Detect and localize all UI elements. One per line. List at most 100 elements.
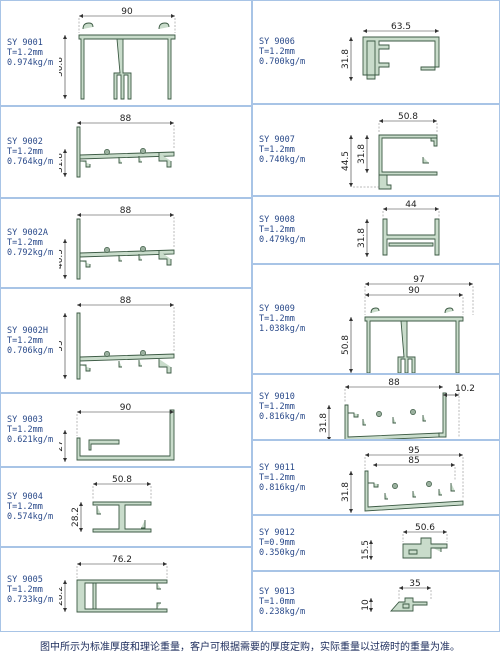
profile-weight: 0.740kg/m	[259, 155, 306, 165]
profile-thickness: T=1.2mm	[7, 238, 43, 248]
profile-weight: 0.621kg/m	[7, 435, 54, 445]
profile-cross-section-drawing: 88 55	[59, 296, 175, 380]
dimension-arrow	[63, 430, 67, 462]
dimension-arrow	[369, 598, 373, 612]
profile-spec-label: SY 9013 T=1.0mm 0.238kg/m	[259, 587, 313, 617]
profile-cross-section-drawing: 35 10	[361, 579, 432, 612]
profile-weight: 0.816kg/m	[259, 482, 306, 493]
dim-height: 27	[59, 440, 65, 451]
profile-spec-label: SY 9001 T=1.2mm 0.974kg/m	[7, 38, 59, 68]
profile-section-shape	[402, 537, 448, 559]
dim-width: 90	[121, 7, 133, 17]
profile-cell: SY 9012 T=0.9mm 0.350kg/m 50.6 15.5	[252, 515, 500, 571]
profile-spec-label: SY 9007 T=1.2mm 0.740kg/m	[259, 135, 313, 165]
profile-spec-label: SY 9011 T=1.2mm 0.816kg/m	[259, 463, 313, 493]
dim-height: 50.8	[59, 57, 65, 77]
gasket-bead	[140, 148, 146, 154]
dim-width: 88	[120, 206, 132, 216]
profile-weight: 0.733kg/m	[7, 594, 54, 605]
profile-thickness: T=1.2mm	[7, 147, 43, 157]
profile-cell: SY 9008 T=1.2mm 0.479kg/m 44 31.8	[252, 196, 500, 264]
profile-weight: 1.038kg/m	[259, 324, 306, 334]
dim-width: 50.6	[415, 523, 435, 533]
dim-height: 31.8	[59, 153, 65, 173]
dim-height: 15.5	[361, 540, 371, 560]
profile-code: SY 9004	[7, 492, 43, 502]
profile-spec-label: SY 9002H T=1.2mm 0.706kg/m	[7, 326, 59, 356]
profile-weight: 0.792kg/m	[7, 248, 54, 258]
profile-code: SY 9011	[259, 462, 295, 473]
profile-cell: SY 9009 T=1.2mm 1.038kg/m 97 90 50.8	[252, 264, 500, 374]
profile-weight: 0.706kg/m	[7, 345, 54, 356]
profile-cross-section-drawing: 76.2 28.2	[59, 555, 168, 613]
dim-width: 50.8	[112, 475, 132, 485]
dimension-arrow	[369, 540, 373, 560]
profile-cell: SY 9001 T=1.2mm 0.974kg/m 90 50.8	[0, 0, 252, 106]
profile-section-shape	[344, 404, 441, 439]
dim-width: 35	[409, 579, 420, 589]
profile-cell: SY 9006 T=1.2mm 0.700kg/m 63.5 31.8	[252, 0, 500, 104]
gasket-bead	[140, 350, 146, 356]
dim-overall-width: 95	[408, 446, 419, 456]
dim-width: 88	[388, 378, 400, 388]
dimension-arrow	[443, 393, 459, 397]
profile-hook	[370, 307, 454, 314]
profile-cell: SY 9005 T=1.2mm 0.733kg/m 76.2 28.2	[0, 547, 252, 632]
footer-note: 图中所示为标准厚度和理论重量，客户可根据需要的厚度定购，实际重量以过磅时的重量为…	[40, 642, 460, 653]
gasket-bead	[104, 351, 110, 357]
profile-cross-section-drawing: 88 40.5	[59, 206, 175, 280]
gasket-bead	[426, 481, 432, 487]
gasket-bead	[140, 246, 146, 252]
profile-spec-label: SY 9006 T=1.2mm 0.700kg/m	[259, 37, 313, 67]
dim-width: 85	[408, 456, 419, 466]
dim-width: 88	[120, 296, 132, 306]
profile-thickness: T=1.0mm	[259, 596, 295, 607]
profile-cell: SY 9013 T=1.0mm 0.238kg/m 35 10	[252, 571, 500, 632]
profile-section-shape	[378, 134, 438, 190]
profile-code: SY 9009	[259, 304, 295, 314]
profile-code: SY 9008	[259, 215, 295, 225]
profile-cross-section-drawing: 50.8 28.2	[71, 475, 152, 533]
dim-height: 28.2	[71, 507, 81, 527]
profile-thickness: T=0.9mm	[259, 538, 295, 548]
profile-code: SY 9003	[7, 415, 43, 425]
dim-height: 31.8	[357, 228, 367, 248]
profile-code: SY 9013	[259, 586, 295, 597]
profile-section-shape	[438, 392, 447, 438]
profile-thickness: T=1.2mm	[259, 47, 295, 57]
dim-height: 31.8	[319, 413, 329, 433]
dim-width: 63.5	[391, 22, 411, 32]
profile-thickness: T=1.2mm	[259, 472, 295, 483]
profile-code: SY 9002H	[7, 325, 48, 336]
dim-height: 50.8	[341, 335, 351, 355]
dim-flange-label: 10.2	[455, 384, 475, 394]
dimension-arrow	[365, 219, 369, 257]
profile-thickness: T=1.2mm	[7, 48, 43, 58]
profile-section-shape	[80, 359, 172, 374]
profile-cross-section-drawing: 50.6 15.5	[361, 523, 448, 560]
profile-thickness: T=1.2mm	[259, 225, 295, 235]
profile-cell: SY 9002 T=1.2mm 0.764kg/m 88 31.8	[0, 106, 252, 198]
profile-weight: 0.816kg/m	[259, 412, 306, 422]
profile-cross-section-drawing: 88 10.2 31.8	[319, 378, 475, 439]
profile-thickness: T=1.2mm	[7, 584, 43, 595]
dim-height: 55	[59, 340, 65, 351]
profile-weight: 0.764kg/m	[7, 157, 54, 167]
profile-cross-section-drawing: 90 50.8	[59, 7, 176, 100]
profile-thickness: T=1.2mm	[7, 335, 43, 346]
profile-cell: SY 9007 T=1.2mm 0.740kg/m 50.8 31.8 44.5	[252, 104, 500, 196]
profile-weight: 0.574kg/m	[7, 512, 54, 522]
profile-cross-section-drawing: 88 31.8	[59, 114, 175, 178]
profile-code: SY 9012	[259, 528, 295, 538]
dim-height-outer: 44.5	[341, 151, 351, 171]
profile-code: SY 9002A	[7, 228, 48, 238]
dimension-arrow	[327, 405, 331, 439]
profile-section-shape	[76, 312, 175, 380]
profile-section-shape	[76, 409, 175, 461]
profile-spec-label: SY 9003 T=1.2mm 0.621kg/m	[7, 415, 59, 445]
profile-section-shape	[382, 218, 440, 256]
profile-section-shape	[80, 251, 172, 268]
